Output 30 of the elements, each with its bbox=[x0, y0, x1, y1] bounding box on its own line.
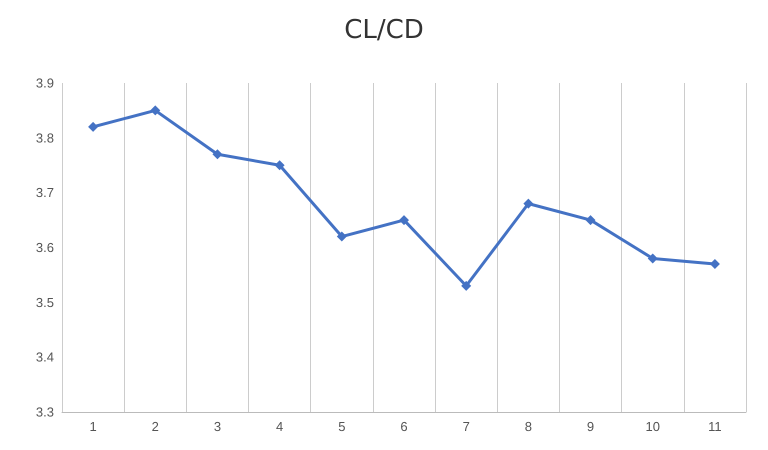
x-tick-label: 11 bbox=[708, 419, 722, 434]
point bbox=[212, 149, 222, 160]
x-tick-label: 6 bbox=[400, 419, 408, 434]
x-tick-label: 8 bbox=[524, 419, 532, 434]
point bbox=[648, 253, 658, 264]
x-tick-label: 3 bbox=[214, 419, 222, 434]
x-tick-label: 2 bbox=[152, 419, 159, 434]
point bbox=[710, 258, 720, 269]
x-tick-label: 5 bbox=[338, 419, 346, 434]
point bbox=[523, 198, 534, 209]
y-tick-label: 3.8 bbox=[36, 130, 54, 146]
point bbox=[399, 215, 409, 226]
y-tick-label: 3.9 bbox=[36, 76, 54, 90]
point bbox=[150, 105, 160, 116]
y-tick-label: 3.4 bbox=[36, 350, 54, 365]
y-tick-label: 3.7 bbox=[36, 185, 54, 200]
point bbox=[461, 280, 472, 291]
x-tick-label: 1 bbox=[89, 419, 97, 434]
x-tick-label: 9 bbox=[586, 419, 594, 434]
y-tick-label: 3.3 bbox=[36, 404, 54, 420]
point bbox=[336, 232, 347, 242]
y-tick-label: 3.6 bbox=[36, 240, 54, 255]
y-tick-label: 3.5 bbox=[36, 294, 54, 310]
x-tick-label: 4 bbox=[276, 419, 284, 434]
point bbox=[88, 122, 98, 132]
x-tick-label: 7 bbox=[462, 419, 470, 434]
x-tick-label: 10 bbox=[645, 419, 660, 434]
point bbox=[586, 215, 596, 226]
point bbox=[274, 160, 285, 170]
chart-title: CL/CD bbox=[344, 15, 424, 45]
